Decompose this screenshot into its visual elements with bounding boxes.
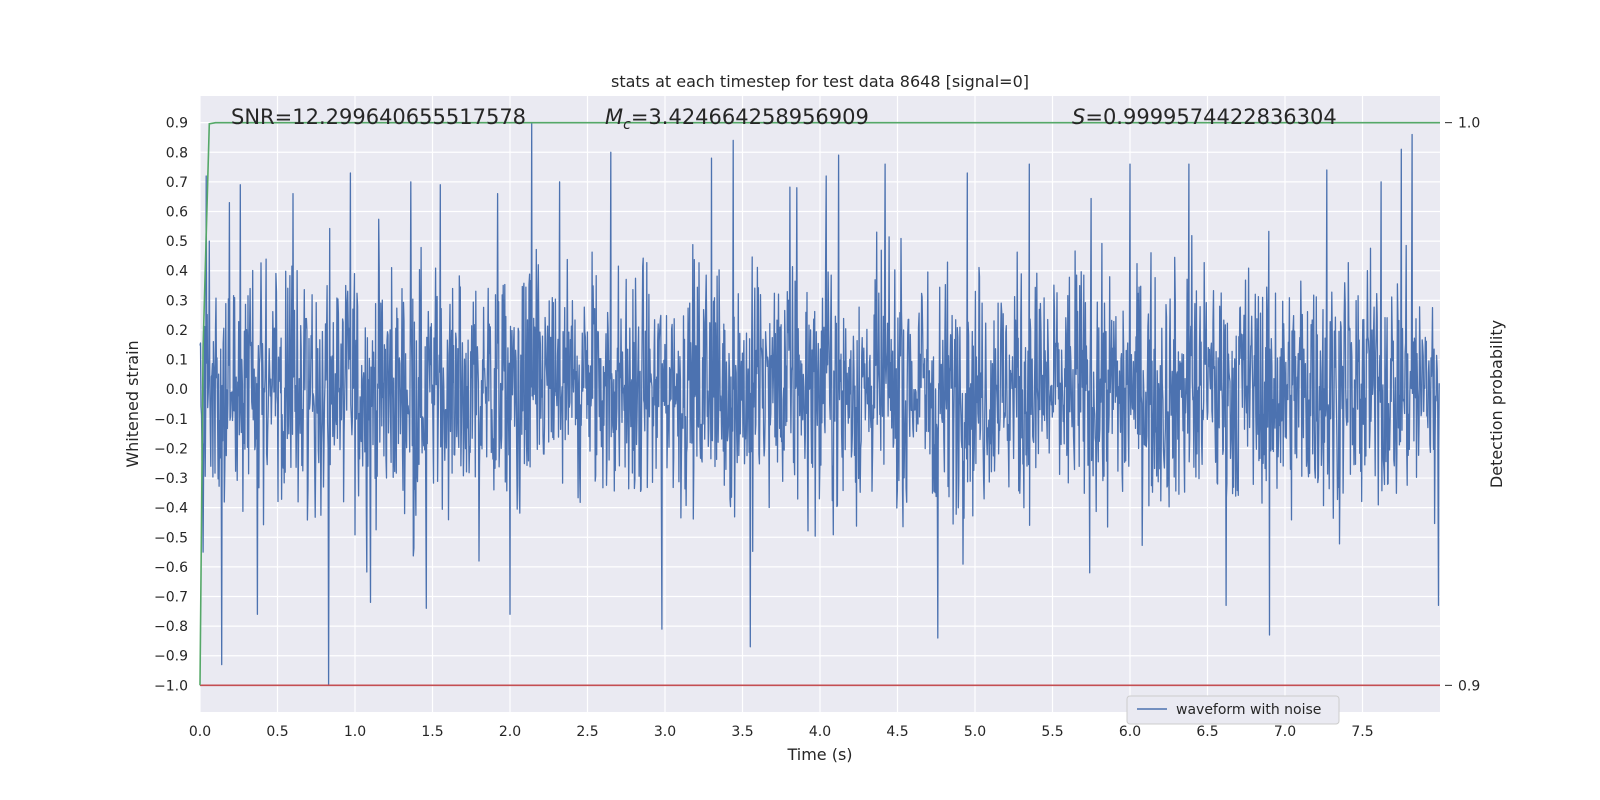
y-tick-label: −0.1 <box>154 412 188 428</box>
x-axis-label: Time (s) <box>786 745 852 764</box>
y-tick-label: 0.2 <box>166 323 188 339</box>
y-tick-label: 0.9 <box>166 116 188 132</box>
x-tick-label: 4.0 <box>809 724 831 740</box>
y-tick-label: 0.7 <box>166 175 188 191</box>
x-tick-label: 5.0 <box>964 724 986 740</box>
y-tick-label: −0.7 <box>154 590 188 606</box>
y-tick-label: 0.8 <box>166 145 188 161</box>
chart-title: stats at each timestep for test data 864… <box>611 72 1029 91</box>
y-tick-label: −0.2 <box>154 441 188 457</box>
x-tick-label: 6.0 <box>1119 724 1141 740</box>
y-tick-label: −1.0 <box>154 678 188 694</box>
x-tick-label: 6.5 <box>1196 724 1218 740</box>
x-tick-label: 2.0 <box>499 724 521 740</box>
y2-axis-label: Detection probability <box>1487 320 1506 488</box>
legend: waveform with noise <box>1126 695 1340 725</box>
y-tick-label: 0.5 <box>166 234 188 250</box>
chirp-mass-value: =3.424664258956909 <box>631 105 869 129</box>
x-tick-label: 3.5 <box>731 724 753 740</box>
x-tick-label: 7.5 <box>1351 724 1373 740</box>
y-axis-label: Whitened strain <box>123 340 142 467</box>
x-tick-label: 4.5 <box>886 724 908 740</box>
y2-tick-label: 1.0 <box>1458 116 1480 132</box>
y2-tick-label: 0.9 <box>1458 678 1480 694</box>
detection-probability-line <box>199 121 1440 686</box>
y-tick-label: 0.0 <box>166 382 188 398</box>
x-tick-label: 1.0 <box>344 724 366 740</box>
y-tick-label: −0.4 <box>154 501 188 517</box>
y-axis-ticks: −1.0 −0.9 −0.8 −0.7 −0.6 −0.5 −0.4 −0.3 −0.2 −0.1… <box>154 116 188 695</box>
y-tick-label: −0.6 <box>154 560 188 576</box>
chirp-mass-symbol: M <box>605 105 623 129</box>
y-tick-label: 0.4 <box>166 264 188 280</box>
y-tick-label: −0.8 <box>154 619 188 635</box>
x-axis-ticks: 0.0 0.5 1.0 1.5 2.0 2.5 3.0 3.5 4.0 4.5 5.0 5.5 6.0 6… <box>189 724 1374 740</box>
x-tick-label: 7.0 <box>1274 724 1296 740</box>
x-tick-label: 3.0 <box>654 724 676 740</box>
snr-annotation: SNR=12.299640655517578 <box>231 105 526 129</box>
y-tick-label: −0.3 <box>154 471 188 487</box>
y-tick-label: 0.6 <box>166 205 188 221</box>
x-tick-label: 5.5 <box>1041 724 1063 740</box>
y-tick-label: 0.3 <box>166 293 188 309</box>
x-tick-label: 1.5 <box>421 724 443 740</box>
legend-box <box>1126 695 1340 725</box>
chirp-mass-subscript: c <box>623 117 631 133</box>
y-tick-label: 0.1 <box>166 353 188 369</box>
s-annotation: S=0.9999574422836304 <box>1072 105 1337 129</box>
x-tick-label: 2.5 <box>576 724 598 740</box>
chirp-mass-annotation: Mc=3.424664258956909 <box>605 105 869 133</box>
legend-label: waveform with noise <box>1176 702 1321 718</box>
y-tick-label: −0.5 <box>154 530 188 546</box>
s-value: =0.9999574422836304 <box>1085 105 1336 129</box>
series-layer <box>199 121 1440 687</box>
y-tick-label: −0.9 <box>154 649 188 665</box>
x-tick-label: 0.0 <box>189 724 211 740</box>
waveform-line <box>199 122 1440 686</box>
y2-axis-ticks: 0.9 1.0 <box>1445 116 1480 694</box>
x-tick-label: 0.5 <box>266 724 288 740</box>
s-symbol: S <box>1072 105 1085 129</box>
